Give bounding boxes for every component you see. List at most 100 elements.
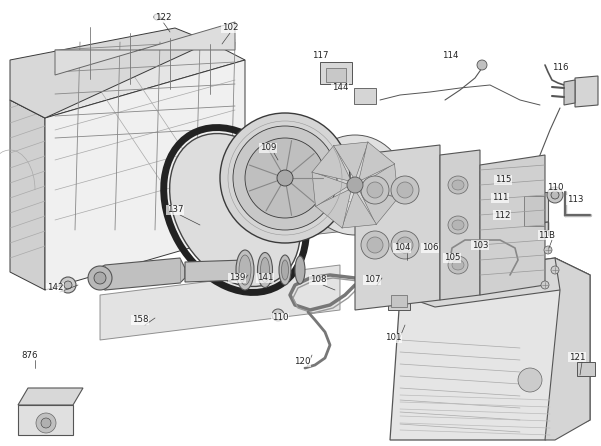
- Text: 141: 141: [257, 273, 273, 282]
- Circle shape: [154, 14, 160, 20]
- Circle shape: [94, 272, 106, 284]
- Ellipse shape: [391, 176, 419, 204]
- Text: 11B: 11B: [538, 231, 555, 240]
- Ellipse shape: [452, 180, 464, 190]
- Text: 121: 121: [569, 352, 585, 362]
- Circle shape: [88, 266, 112, 290]
- Polygon shape: [545, 258, 590, 440]
- Ellipse shape: [361, 176, 389, 204]
- Polygon shape: [575, 76, 598, 107]
- Polygon shape: [100, 265, 340, 340]
- Polygon shape: [390, 258, 590, 440]
- Polygon shape: [185, 260, 245, 282]
- FancyBboxPatch shape: [354, 88, 376, 104]
- Polygon shape: [359, 189, 398, 225]
- FancyBboxPatch shape: [388, 292, 410, 310]
- Ellipse shape: [257, 252, 272, 288]
- Ellipse shape: [452, 260, 464, 270]
- Text: 110: 110: [547, 182, 563, 191]
- Ellipse shape: [236, 250, 254, 290]
- Polygon shape: [400, 258, 590, 307]
- FancyBboxPatch shape: [391, 295, 407, 307]
- Text: 144: 144: [332, 83, 348, 92]
- Polygon shape: [18, 405, 73, 435]
- Text: 109: 109: [260, 144, 276, 153]
- Ellipse shape: [391, 231, 419, 259]
- Polygon shape: [315, 189, 352, 228]
- Circle shape: [272, 309, 284, 321]
- Circle shape: [220, 113, 350, 243]
- Polygon shape: [95, 258, 185, 290]
- Text: 102: 102: [222, 24, 238, 33]
- Circle shape: [60, 277, 76, 293]
- Ellipse shape: [367, 237, 383, 253]
- FancyBboxPatch shape: [577, 362, 595, 376]
- Ellipse shape: [448, 216, 468, 234]
- Circle shape: [551, 266, 559, 274]
- Polygon shape: [359, 142, 395, 182]
- Circle shape: [399, 253, 409, 263]
- Text: 110: 110: [272, 314, 288, 322]
- Circle shape: [64, 281, 72, 289]
- Polygon shape: [310, 145, 355, 235]
- Polygon shape: [360, 163, 398, 198]
- Ellipse shape: [367, 182, 383, 198]
- Text: 117: 117: [312, 50, 328, 59]
- Circle shape: [41, 418, 51, 428]
- Ellipse shape: [281, 260, 288, 280]
- Text: 107: 107: [364, 276, 380, 285]
- Polygon shape: [564, 80, 575, 105]
- Text: 111: 111: [492, 194, 508, 202]
- Circle shape: [477, 60, 487, 70]
- Text: 142: 142: [47, 284, 63, 293]
- Ellipse shape: [397, 182, 413, 198]
- Text: 139: 139: [229, 273, 245, 282]
- Text: 876: 876: [22, 351, 38, 359]
- FancyBboxPatch shape: [524, 196, 544, 226]
- Ellipse shape: [295, 256, 305, 284]
- Text: 116: 116: [552, 63, 569, 73]
- Circle shape: [347, 177, 363, 193]
- Polygon shape: [440, 150, 480, 300]
- Text: 122: 122: [154, 13, 171, 22]
- Text: 105: 105: [444, 253, 460, 263]
- Polygon shape: [312, 172, 350, 206]
- FancyBboxPatch shape: [520, 192, 548, 230]
- Ellipse shape: [260, 257, 269, 282]
- Polygon shape: [55, 22, 235, 75]
- Text: 115: 115: [495, 175, 511, 185]
- Circle shape: [547, 187, 563, 203]
- Text: 120: 120: [294, 358, 310, 367]
- Ellipse shape: [448, 176, 468, 194]
- Polygon shape: [45, 60, 245, 290]
- Ellipse shape: [361, 231, 389, 259]
- FancyBboxPatch shape: [320, 62, 352, 84]
- Circle shape: [277, 170, 293, 186]
- Circle shape: [551, 191, 559, 199]
- Ellipse shape: [239, 255, 251, 285]
- Ellipse shape: [279, 255, 291, 285]
- Ellipse shape: [397, 237, 413, 253]
- Text: 158: 158: [132, 315, 148, 325]
- Text: 137: 137: [166, 206, 183, 215]
- Text: 104: 104: [394, 244, 410, 252]
- Circle shape: [544, 246, 552, 254]
- Circle shape: [245, 138, 325, 218]
- Ellipse shape: [169, 133, 300, 286]
- Polygon shape: [18, 388, 83, 405]
- Polygon shape: [10, 100, 45, 290]
- Circle shape: [233, 126, 337, 230]
- Polygon shape: [480, 155, 545, 295]
- Ellipse shape: [448, 256, 468, 274]
- Ellipse shape: [452, 220, 464, 230]
- Polygon shape: [355, 145, 440, 310]
- Text: 101: 101: [385, 334, 401, 343]
- Text: 112: 112: [494, 211, 510, 219]
- Circle shape: [541, 281, 549, 289]
- Polygon shape: [10, 42, 245, 118]
- Text: 114: 114: [442, 50, 458, 59]
- Polygon shape: [312, 145, 352, 182]
- Circle shape: [36, 413, 56, 433]
- Polygon shape: [10, 28, 210, 118]
- Circle shape: [305, 135, 405, 235]
